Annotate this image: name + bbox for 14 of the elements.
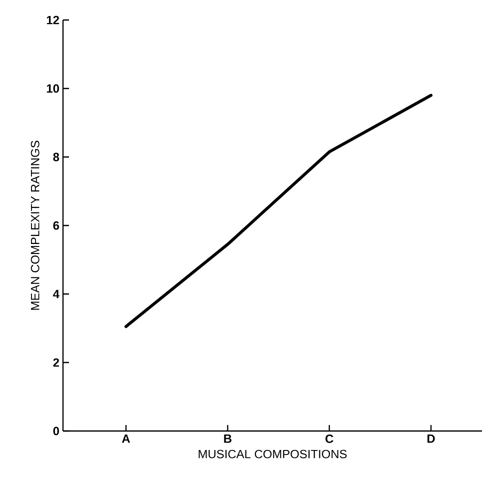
x-tick-label: D (427, 434, 435, 443)
y-tick-label: 12 (46, 16, 59, 24)
y-tick-label: 0 (53, 426, 59, 436)
y-axis-title: MEAN COMPLEXITY RATINGS (30, 140, 40, 310)
y-tick-label: 6 (53, 221, 60, 230)
x-axis-title: MUSICAL COMPOSITIONS (198, 450, 347, 458)
x-tick-label: A (122, 434, 130, 443)
y-tick-label: 4 (53, 290, 60, 298)
y-tick-label: 10 (46, 84, 59, 93)
y-tick-label: 2 (53, 358, 59, 367)
y-tick-label: 8 (53, 152, 60, 162)
line-series (124, 94, 432, 328)
x-tick-label: C (326, 434, 334, 443)
x-tick-label: B (224, 434, 232, 443)
